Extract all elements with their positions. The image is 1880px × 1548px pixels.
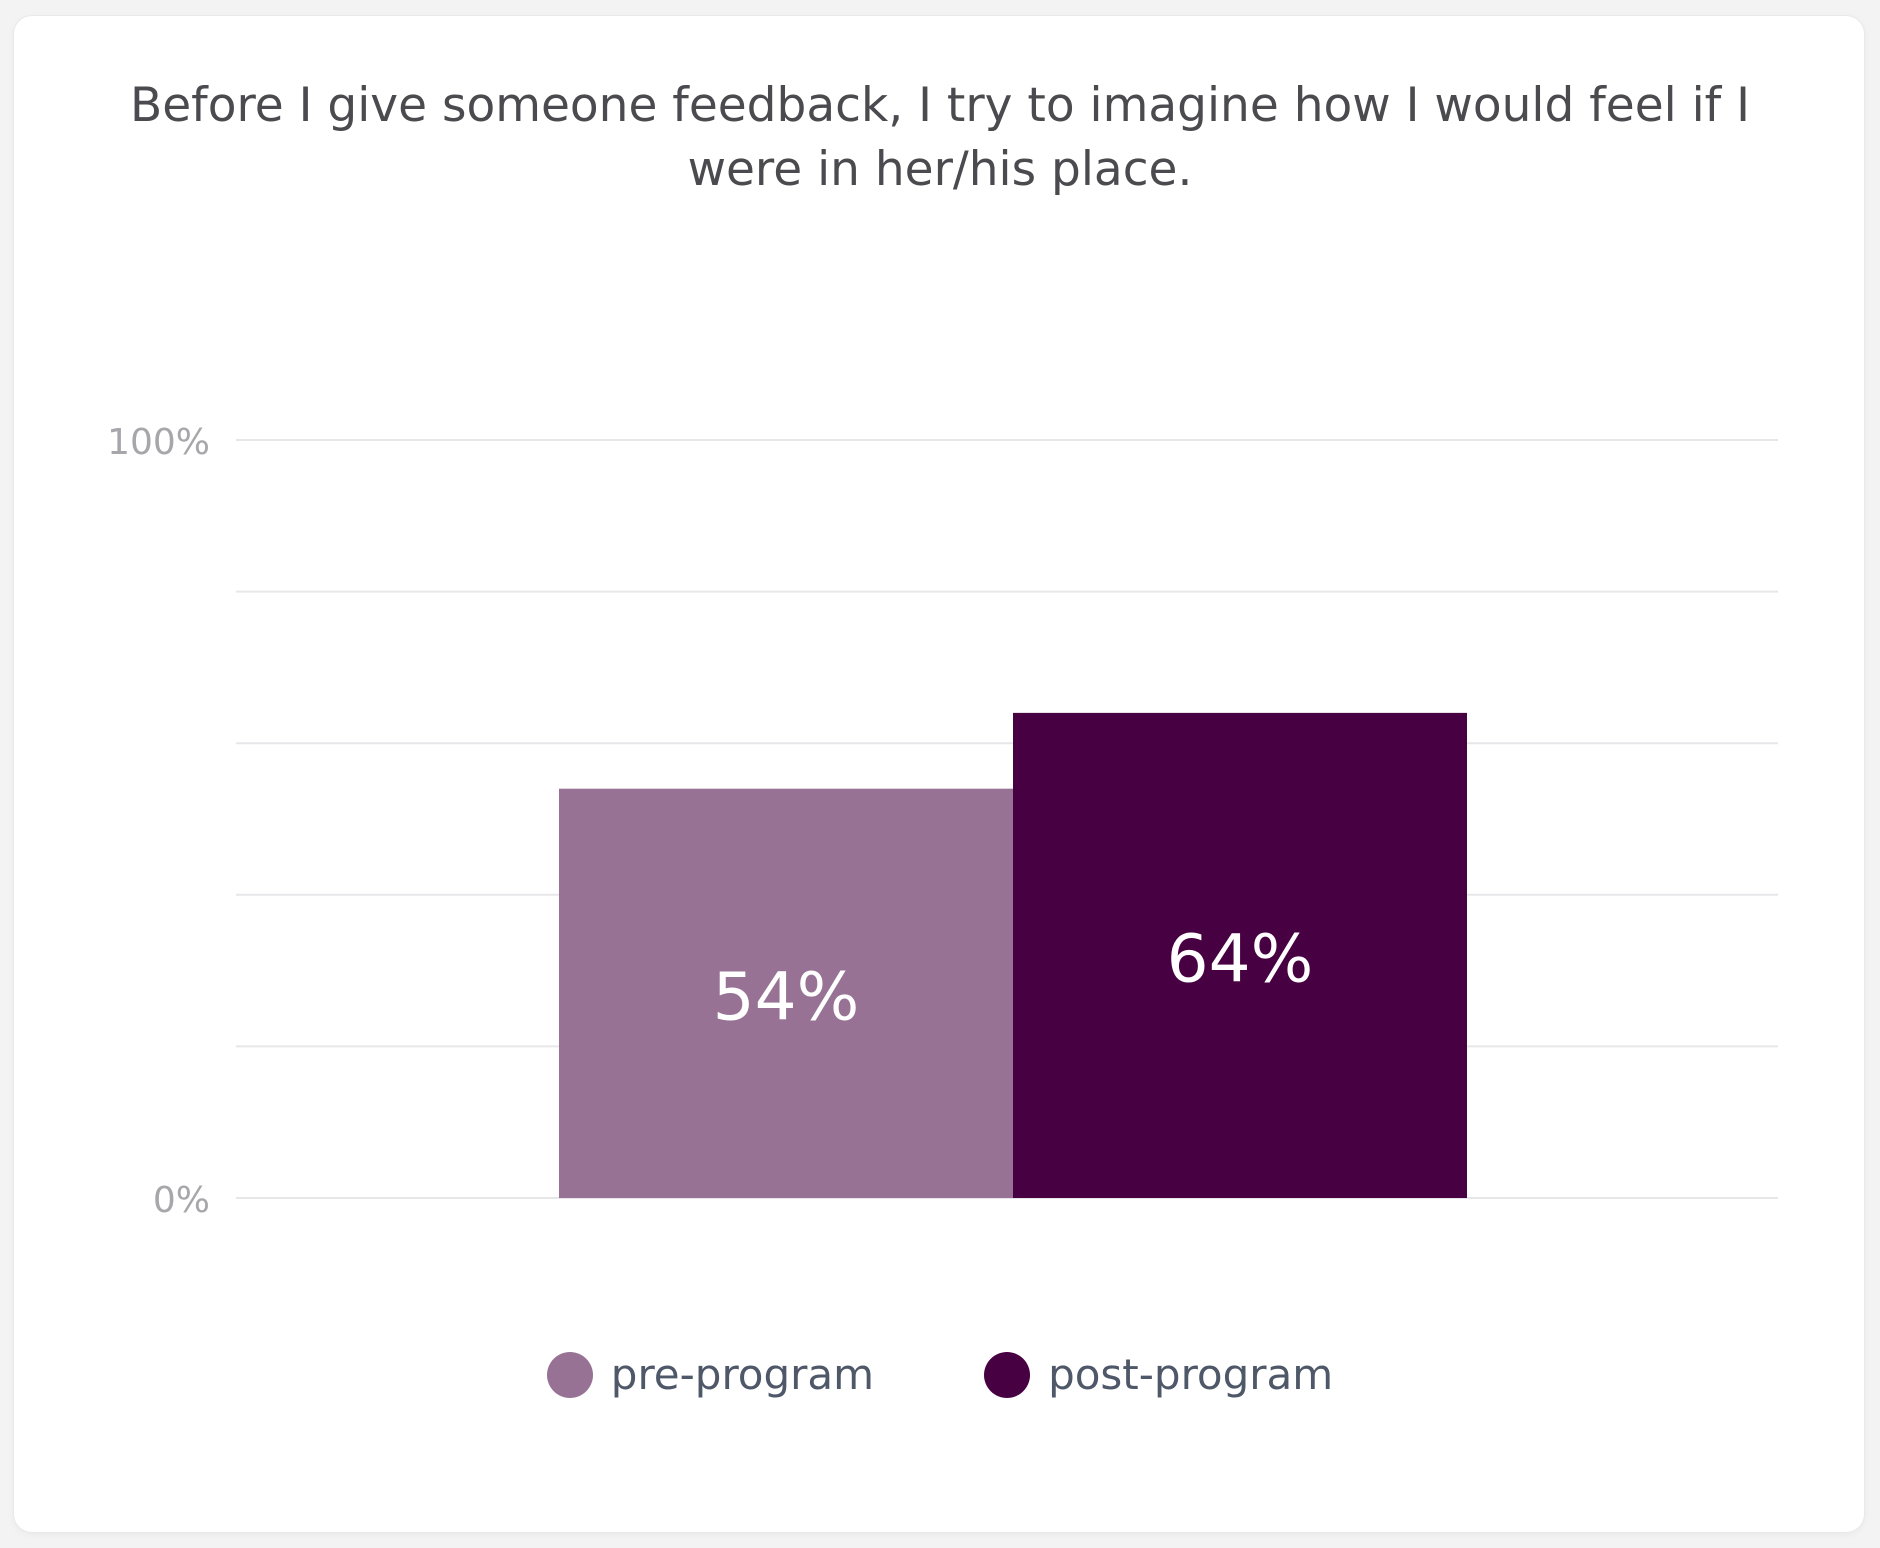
legend-item-post-program[interactable]: post-program	[984, 1350, 1333, 1399]
bars	[559, 712, 1467, 1198]
legend-swatch-pre-program	[546, 1351, 593, 1398]
data-label-pre-program: 54%	[713, 958, 860, 1035]
y-tick-label: 100%	[107, 422, 210, 463]
bar-value-labels: 54% 64%	[713, 920, 1314, 1035]
legend: pre-program post-program	[0, 1350, 1880, 1399]
legend-label-pre-program: pre-program	[610, 1350, 875, 1399]
legend-item-pre-program[interactable]: pre-program	[546, 1350, 875, 1399]
bar-pre-program	[559, 788, 1013, 1198]
y-axis-ticks: 0% 100%	[107, 422, 210, 1221]
bar-post-program	[1013, 712, 1467, 1198]
data-label-post-program: 64%	[1167, 920, 1314, 997]
y-tick-label: 0%	[153, 1180, 210, 1221]
gridlines	[236, 439, 1778, 1199]
legend-label-post-program: post-program	[1048, 1350, 1334, 1399]
chart-title: Before I give someone feedback, I try to…	[129, 78, 1751, 197]
chart-card	[14, 16, 1864, 1532]
legend-swatch-post-program	[984, 1351, 1031, 1398]
